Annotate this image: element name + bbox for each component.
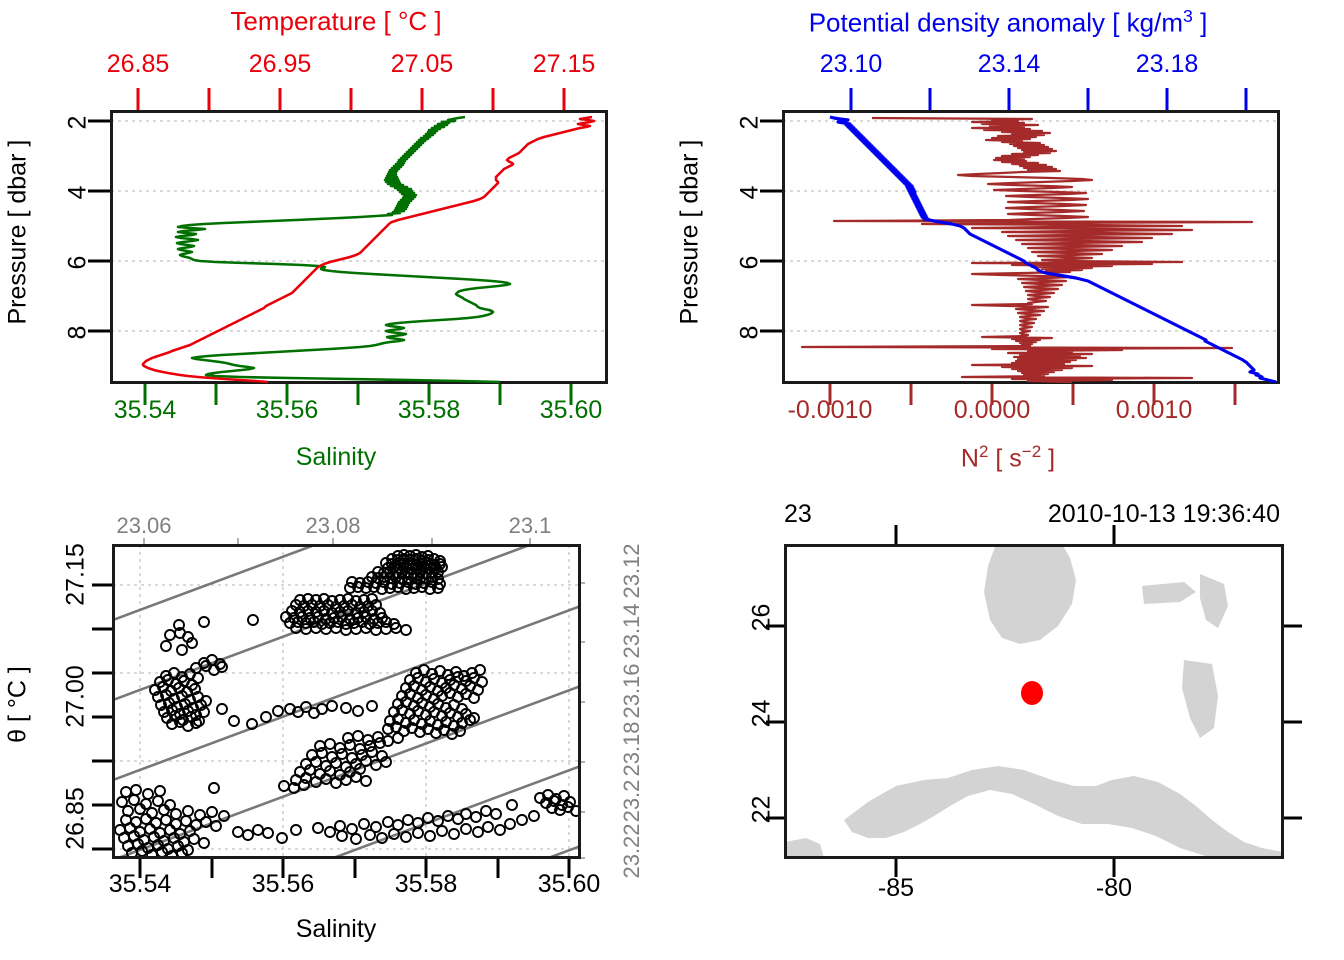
n2-title-n: N — [960, 444, 979, 473]
temperature-ticks — [136, 88, 566, 110]
temperature-tick-label: 27.15 — [532, 50, 596, 78]
land-florida — [984, 545, 1076, 644]
isopycnal-top-tick-label: 23.08 — [305, 513, 361, 538]
n2-title-close: ] — [1041, 444, 1056, 473]
temperature-tick-label: 26.85 — [106, 50, 170, 78]
pressure-ticks — [88, 119, 110, 333]
isopycnal-lines — [113, 545, 581, 858]
salinity-ticks — [138, 858, 571, 878]
temperature-axis-title: Temperature [ °C ] — [230, 6, 442, 36]
theta-ticks — [92, 583, 112, 851]
n2-title-exponent: 2 — [978, 442, 989, 461]
salinity-axis-title: Salinity — [295, 443, 377, 471]
salinity-profile-line — [174, 115, 512, 384]
station-marker-icon — [1021, 681, 1043, 705]
land-andros — [1182, 660, 1218, 738]
panel-station-map: 23 2010-10-13 19:36:40 26 24 22 -85 -80 — [672, 480, 1344, 960]
n2-title-unit-open: [ s — [995, 444, 1022, 473]
gridlines — [113, 545, 580, 858]
map-ticks — [766, 525, 1302, 877]
density-title-text: Potential density anomaly [ kg/m — [808, 7, 1183, 38]
plot-frame — [112, 544, 581, 859]
n2-profile-line — [800, 116, 1254, 384]
pressure-ticks — [760, 119, 782, 333]
temperature-tick-label: 26.95 — [248, 50, 312, 78]
land-bahamas-north — [1142, 582, 1196, 604]
density-profile-line — [829, 115, 1277, 384]
panel-density-n2-profile: Potential density anomaly [ kg/m3 ] 23.1… — [672, 0, 1344, 480]
salinity-axis-title: Salinity — [295, 915, 377, 943]
land-cuba — [844, 766, 1283, 857]
plot-frame — [110, 110, 608, 384]
longitude-tick-label: -85 — [877, 874, 915, 902]
density-ticks — [849, 88, 1248, 110]
ts-scatter-points — [114, 549, 581, 858]
n2-axis-title: N2 [ s−2 ] — [672, 443, 1344, 471]
plot-frame — [782, 110, 1280, 384]
density-title-exponent: 3 — [1183, 6, 1193, 26]
plot-frame — [784, 544, 1284, 859]
map-title-timestamp: 2010-10-13 19:36:40 — [1047, 500, 1280, 528]
panel-ts-diagram: 23.06 23.08 23.1 23.12 23.14 23.16 23.18… — [0, 480, 672, 960]
density-tick-label: 23.18 — [1135, 50, 1199, 78]
density-axis-title: Potential density anomaly [ kg/m3 ] — [672, 6, 1344, 38]
profile-plot-tr — [760, 88, 1280, 405]
longitude-tick-label: -80 — [1095, 874, 1133, 902]
n2-ticks — [828, 383, 1237, 405]
n2-title-unit-exponent: −2 — [1021, 442, 1042, 461]
isopycnal-top-tick-label: 23.1 — [508, 513, 552, 538]
map-plot — [766, 525, 1302, 877]
land-masses — [785, 545, 1283, 857]
density-title-close: ] — [1192, 7, 1208, 38]
land-bahamas-east — [1200, 574, 1228, 628]
land-yucatan-corner — [785, 838, 824, 857]
temperature-profile-line — [141, 115, 596, 384]
density-tick-label: 23.10 — [819, 50, 883, 78]
map-corner-label: 23 — [784, 500, 812, 528]
density-tick-label: 23.14 — [977, 50, 1041, 78]
isopycnal-top-tick-label: 23.06 — [116, 513, 172, 538]
ts-plot — [92, 538, 585, 878]
panel-temperature-salinity-profile: Temperature [ °C ] 26.85 26.95 27.05 27.… — [0, 0, 672, 480]
temperature-tick-label: 27.05 — [390, 50, 454, 78]
gridlines — [111, 120, 607, 332]
isopycnal-top-ticks — [143, 538, 531, 544]
profile-plot-tl — [88, 88, 608, 405]
salinity-ticks — [143, 383, 573, 405]
